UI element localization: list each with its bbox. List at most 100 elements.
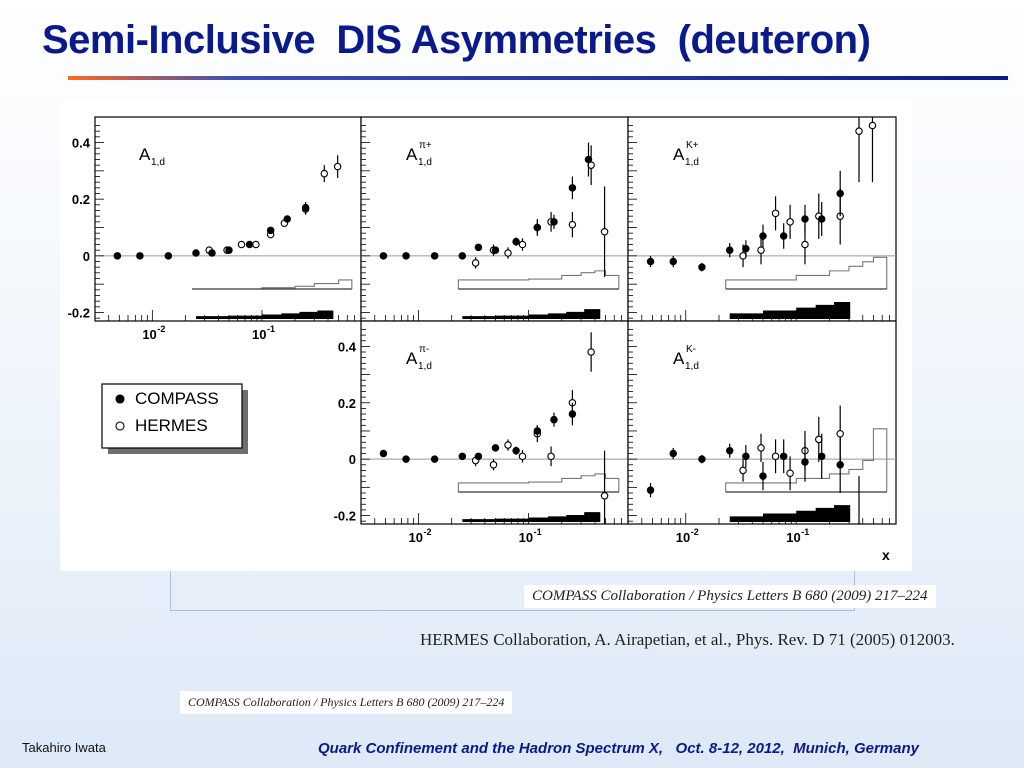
hermes-point: [518, 240, 527, 249]
hermes-point: [587, 348, 595, 356]
panel-frame: [360, 320, 629, 525]
compass-point: [817, 215, 826, 223]
hermes-systematic-band: [457, 270, 620, 289]
compass-systematic-band: [729, 505, 851, 522]
panel-A1d_K_minus: A 1,dK-10 -2 10 -1: [627, 320, 897, 545]
figure-panel: A 1,d 0.4 0.2 0 -0.2 10 -2 10 -1 A 1,d π+ A 1,d K+ A 1,d π…: [60, 101, 912, 571]
compass-point: [698, 455, 706, 463]
legend-marker: [115, 421, 125, 431]
hermes-point: [757, 246, 765, 254]
compass-point: [725, 246, 734, 254]
compass-point: [836, 461, 844, 469]
compass-point: [725, 446, 734, 455]
hermes-point: [504, 441, 512, 449]
hermes-point: [471, 259, 480, 267]
panel-label-superscript: K-: [686, 344, 696, 355]
hermes-point: [518, 452, 527, 461]
hermes-point: [801, 240, 809, 249]
panel-frame: [94, 116, 362, 322]
panel-label-subscript: 1,d: [151, 157, 165, 168]
hermes-point: [547, 452, 555, 461]
compass-point: [669, 449, 677, 458]
compass-point: [512, 237, 520, 246]
x-tick-label: 10: [786, 530, 800, 545]
panel-label-subscript: 1,d: [418, 157, 432, 168]
compass-point: [113, 252, 122, 260]
hermes-point: [786, 469, 794, 477]
data-points: [379, 142, 609, 278]
panel-frame: [627, 320, 897, 525]
compass-point: [759, 232, 767, 240]
compass-point: [430, 252, 439, 260]
hermes-point: [237, 240, 246, 249]
compass-systematic-band: [462, 309, 601, 319]
panel-label: A: [406, 145, 418, 164]
panel-A1d_pi_plus: A 1,d π+: [360, 116, 629, 322]
compass-point: [742, 452, 750, 461]
y-tick-label: 0.2: [72, 192, 90, 207]
hermes-point: [252, 240, 260, 249]
compass-point: [533, 223, 542, 232]
hermes-systematic-band: [457, 473, 620, 492]
hermes-systematic-band: [725, 256, 888, 289]
panel-A1d_pi_minus: A 1,dπ-0.40.20-0.210 -2 10 -1: [334, 320, 629, 545]
asymmetry-figure: A 1,d0.40.20-0.210 -2 10 -1A 1,dπ+ A 1,dK+A 1,dπ…: [68, 116, 897, 563]
compass-point: [402, 252, 410, 260]
systematic-bands: [191, 279, 353, 319]
hermes-systematic-band: [725, 428, 888, 492]
compass-point: [533, 427, 542, 435]
hermes-point: [771, 209, 780, 218]
x-tick-label: 10: [142, 327, 156, 342]
panel-frame: [627, 116, 897, 322]
author-name: Takahiro Iwata: [22, 740, 106, 755]
data-points: [646, 405, 862, 524]
legend-label: COMPASS: [135, 389, 219, 408]
hermes-point: [786, 218, 794, 226]
panel-frame: [360, 116, 629, 322]
compass-point: [245, 240, 254, 249]
compass-point: [430, 455, 439, 463]
compass-point: [584, 155, 593, 164]
compass-point: [225, 246, 233, 254]
compass-point: [817, 452, 826, 461]
panel-label: A: [673, 145, 685, 164]
systematic-bands: [725, 256, 888, 319]
compass-point: [550, 415, 558, 424]
panel-label-superscript: π+: [419, 140, 432, 151]
compass-point: [646, 257, 655, 266]
compass-point: [402, 455, 410, 463]
panel-label-subscript: 1,d: [685, 157, 699, 168]
title-underline: [68, 76, 1008, 80]
systematic-bands: [457, 473, 620, 522]
hermes-point: [815, 435, 823, 444]
hermes-point: [600, 492, 609, 500]
legend: COMPASS HERMES: [101, 383, 248, 454]
panel-label-superscript: K+: [686, 140, 699, 151]
hermes-point: [320, 169, 329, 178]
compass-point: [379, 449, 388, 458]
x-tick-label-exponent: -1: [534, 527, 542, 537]
hermes-point: [757, 444, 765, 452]
compass-point: [779, 232, 788, 240]
compass-reference: COMPASS Collaboration / Physics Letters …: [524, 585, 936, 608]
compass-systematic-band: [462, 512, 601, 522]
x-tick-label-exponent: -2: [424, 527, 432, 537]
compass-point: [379, 252, 388, 260]
panel-label-subscript: 1,d: [418, 361, 432, 372]
compass-point: [491, 246, 500, 254]
compass-point: [474, 243, 483, 252]
compass-point: [136, 252, 144, 260]
panel-A1d: A 1,d0.40.20-0.210 -2 10 -1: [68, 116, 362, 342]
hermes-point: [739, 466, 747, 475]
compass-reference-small: COMPASS Collaboration / Physics Letters …: [180, 691, 513, 714]
slide-title: Semi-Inclusive DIS Asymmetries (deuteron…: [42, 18, 871, 62]
y-tick-label: 0.4: [338, 339, 357, 354]
x-tick-label: 10: [519, 530, 533, 545]
compass-point: [568, 184, 577, 192]
compass-point: [836, 189, 844, 198]
compass-point: [801, 215, 809, 223]
compass-point: [759, 472, 767, 480]
hermes-reference: HERMES Collaboration, A. Airapetian, et …: [420, 630, 955, 649]
x-tick-label: 10: [252, 327, 266, 342]
panel-label: A: [139, 145, 151, 164]
